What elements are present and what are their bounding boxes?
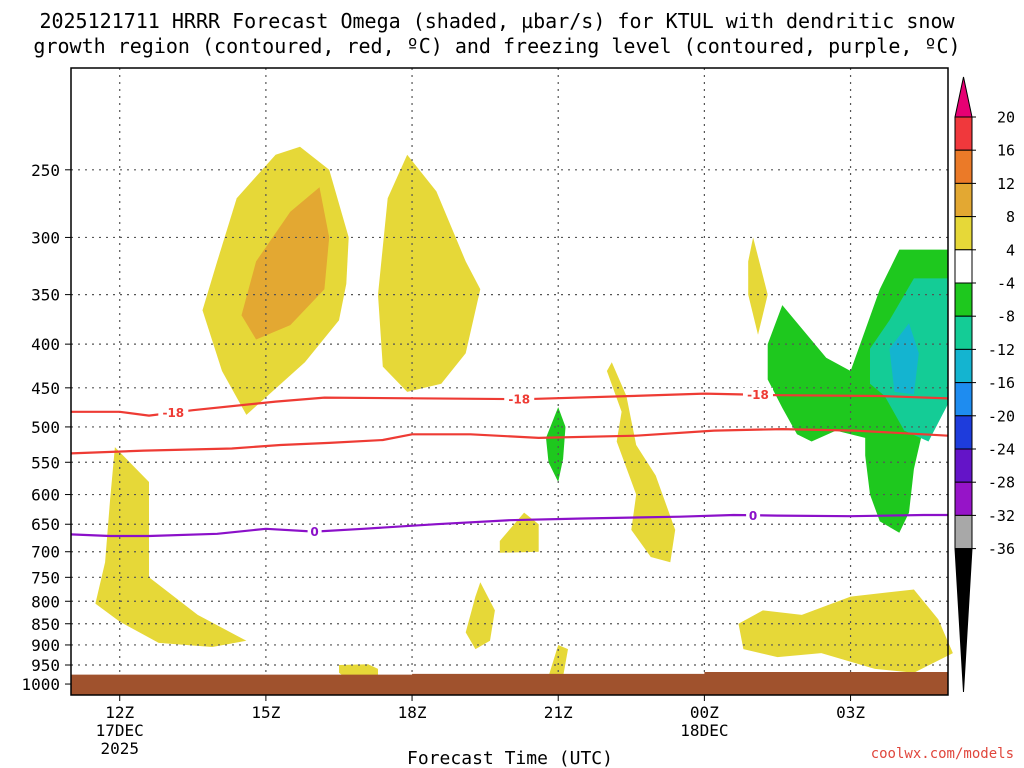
y-tick-label-750: 750: [31, 568, 60, 587]
colorbar-segment-3: [954, 182, 973, 218]
freezing-level-contour-label-bg-0: [307, 524, 322, 539]
x-tick-sublabel-12z-0: 17DEC: [96, 721, 144, 740]
colorbar-segment-6: [954, 282, 973, 317]
y-tick-label-550: 550: [31, 453, 60, 472]
y-tick-label-500: 500: [31, 418, 60, 437]
freezing-level-contour: [70, 513, 948, 538]
colorbar-segment-8: [954, 348, 973, 384]
colorbar-arrow-bottom: [954, 548, 973, 693]
freezing-level-contour-label-bg-1: [746, 508, 761, 523]
freezing-level-contour-label-0: 0: [310, 525, 318, 539]
colorbar-segment-4: [954, 216, 973, 251]
omega-region-7: [548, 645, 568, 677]
y-tick-label-600: 600: [31, 486, 60, 505]
omega-region-15: [546, 407, 566, 482]
colorbar-label-11: -28: [988, 474, 1015, 492]
y-tick-label-650: 650: [31, 515, 60, 534]
x-tick-label-12z: 12Z: [105, 703, 134, 722]
x-tick-sublabel-00z-0: 18DEC: [680, 721, 728, 740]
omega-region-4: [499, 512, 539, 553]
colorbar-segment-5: [954, 249, 973, 284]
x-tick-label-21z: 21Z: [544, 703, 573, 722]
colorbar-segment-7: [954, 315, 973, 350]
terrain-layer: [71, 672, 948, 695]
colorbar-label-13: -36: [988, 540, 1015, 558]
y-tick-label-250: 250: [31, 161, 60, 180]
chart-title-line-1: 2025121711 HRRR Forecast Omega (shaded, …: [39, 9, 955, 33]
y-tick-label-950: 950: [31, 656, 60, 675]
colorbar-label-3: 8: [1006, 208, 1015, 226]
colorbar: 20 16 12 8 4 -4 -8 -12 -16 -20 -24 -28 -32 -36: [954, 76, 1015, 693]
colorbar-label-7: -12: [988, 341, 1015, 359]
plot-frame: [70, 67, 949, 696]
omega-region-14: [787, 344, 802, 404]
y-tick-label-1000: 1000: [21, 675, 60, 694]
colorbar-segment-13: [954, 514, 973, 550]
omega-region-9: [748, 237, 768, 335]
dgz-contour-0-label-bg-2: [742, 387, 773, 402]
colorbar-segment-9: [954, 382, 973, 417]
x-tick-label-18z: 18Z: [398, 703, 427, 722]
colorbar-segment-1: [954, 116, 973, 151]
omega-region-10: [738, 589, 953, 673]
colorbar-segment-2: [954, 149, 973, 184]
dgz-contour-0-label-1: -18: [508, 393, 530, 407]
colorbar-arrow-top: [954, 76, 973, 118]
y-tick-label-700: 700: [31, 543, 60, 562]
y-axis: 250 300 350 400 450 500 550 600 650 700 750 800 850 9…: [21, 161, 71, 694]
y-tick-label-800: 800: [31, 592, 60, 611]
x-tick-label-03z: 03Z: [836, 703, 865, 722]
colorbar-label-10: -24: [988, 441, 1015, 459]
colorbar-label-6: -8: [997, 308, 1015, 326]
freezing-level-contour-label-1: 0: [749, 509, 757, 523]
credit-text: coolwx.com/models: [871, 746, 1014, 762]
colorbar-label-12: -32: [988, 507, 1015, 525]
omega-region-2: [378, 154, 481, 392]
dgz-contour-0-label-0: -18: [162, 406, 184, 420]
x-tick-label-15z: 15Z: [251, 703, 280, 722]
colorbar-label-8: -16: [988, 374, 1015, 392]
omega-region-1: [241, 187, 330, 340]
dgz-contour-0: [71, 392, 949, 417]
colorbar-segment-11: [954, 448, 973, 483]
contour-layer: -18 -18 -18 0 0: [70, 387, 949, 539]
terrain-ground: [71, 672, 948, 695]
colorbar-label-0: 20: [997, 109, 1015, 127]
colorbar-segment-12: [954, 481, 973, 516]
y-tick-label-300: 300: [31, 228, 60, 247]
x-tick-label-00z: 00Z: [690, 703, 719, 722]
y-tick-label-400: 400: [31, 335, 60, 354]
y-tick-label-350: 350: [31, 286, 60, 305]
plot-area: -18 -18 -18 0 0: [70, 67, 953, 696]
colorbar-label-1: 16: [997, 142, 1015, 160]
y-tick-label-850: 850: [31, 615, 60, 634]
omega-region-13: [889, 323, 919, 395]
dgz-contour-0-label-bg-1: [504, 392, 535, 407]
x-tick-sublabel-12z-1: 2025: [100, 739, 139, 758]
colorbar-label-5: -4: [997, 275, 1015, 293]
x-axis-title: Forecast Time (UTC): [407, 748, 613, 768]
dgz-contour-0-label-bg-0: [158, 405, 189, 420]
y-tick-label-450: 450: [31, 379, 60, 398]
colorbar-label-9: -20: [988, 407, 1015, 425]
colorbar-segment-10: [954, 415, 973, 450]
colorbar-label-2: 12: [997, 175, 1015, 193]
omega-region-8: [606, 362, 676, 563]
omega-shading-layer: [95, 146, 953, 681]
y-tick-label-900: 900: [31, 636, 60, 655]
omega-region-3: [95, 447, 247, 647]
dgz-contour-0-label-2: -18: [747, 388, 769, 402]
colorbar-label-4: 4: [1006, 241, 1015, 259]
chart-title-line-2: growth region (contoured, red, ºC) and f…: [33, 34, 960, 58]
omega-region-5: [465, 582, 495, 650]
dgz-contour-1: [70, 428, 949, 455]
